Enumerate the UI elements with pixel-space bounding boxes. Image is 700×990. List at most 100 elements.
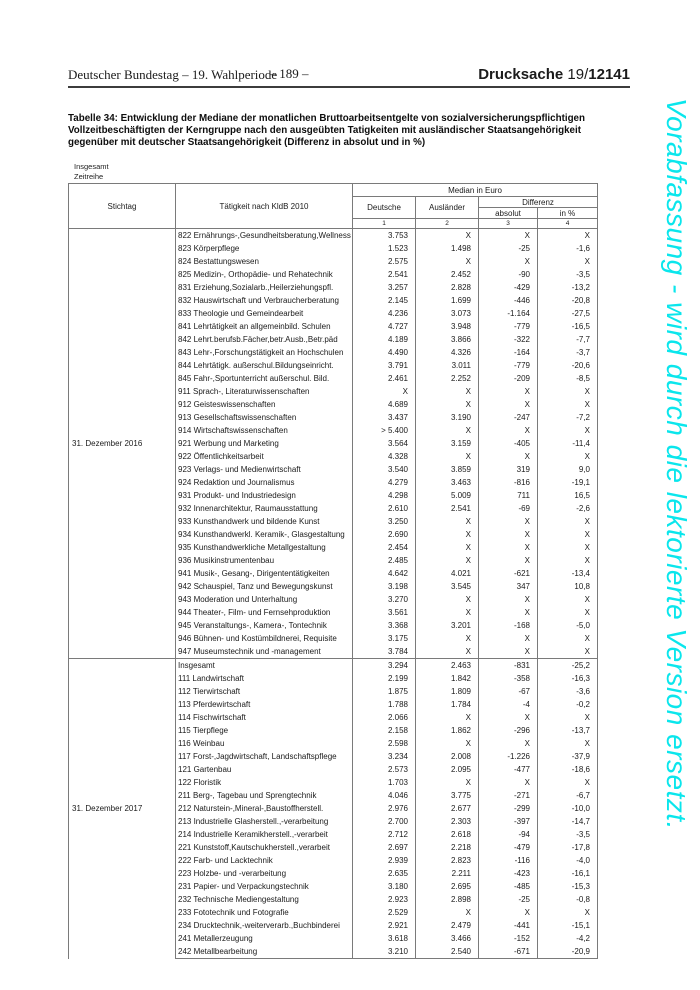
value-cell: 2.618 (415, 828, 479, 841)
value-cell: -67 (478, 685, 538, 698)
value-cell: 2.677 (415, 802, 479, 815)
value-cell: -3,5 (537, 268, 598, 281)
value-cell: -25,2 (537, 658, 598, 672)
value-cell: X (478, 424, 538, 437)
table-row: 831 Erziehung,Sozialarb.,Heilerziehungsp… (69, 281, 598, 294)
value-cell: -3,7 (537, 346, 598, 359)
taetigkeit-cell: 947 Museumstechnik und -management (175, 645, 353, 659)
taetigkeit-cell: 945 Veranstaltungs-, Kamera-, Tontechnik (175, 619, 353, 632)
table-row: 913 Gesellschaftswissenschaften 3.437 3.19… (69, 411, 598, 424)
value-cell: X (537, 737, 598, 750)
taetigkeit-cell: 822 Ernährungs-,Gesundheitsberatung,Well… (175, 228, 353, 242)
value-cell: -69 (478, 502, 538, 515)
value-cell: -209 (478, 372, 538, 385)
value-cell: -17,8 (537, 841, 598, 854)
value-cell: 3.753 (352, 228, 416, 242)
taetigkeit-cell: 844 Lehrtätigk. außerschul.Bildungseinri… (175, 359, 353, 372)
value-cell: 3.540 (352, 463, 416, 476)
value-cell: 1.875 (352, 685, 416, 698)
table-row: 211 Berg-, Tagebau und Sprengtechnik 4.04… (69, 789, 598, 802)
value-cell: -8,5 (537, 372, 598, 385)
taetigkeit-cell: 845 Fahr-,Sportunterricht außerschul. Bi… (175, 372, 353, 385)
taetigkeit-cell: Insgesamt (175, 658, 353, 672)
value-cell: -423 (478, 867, 538, 880)
value-cell: X (537, 593, 598, 606)
value-cell: 3.073 (415, 307, 479, 320)
value-cell: -671 (478, 945, 538, 959)
taetigkeit-cell: 242 Metallbearbeitung (175, 945, 353, 959)
value-cell: 2.485 (352, 554, 416, 567)
value-cell: X (415, 711, 479, 724)
table-row: 223 Holzbe- und -verarbeitung 2.635 2.211-… (69, 867, 598, 880)
value-cell: 3.294 (352, 658, 416, 672)
taetigkeit-cell: 214 Industrielle Keramikherstell.,-verar… (175, 828, 353, 841)
value-cell: -16,3 (537, 672, 598, 685)
value-cell: -25 (478, 893, 538, 906)
header-left-text: Deutscher Bundestag – 19. Wahlperiode (68, 67, 278, 82)
value-cell: 3.948 (415, 320, 479, 333)
value-cell: 2.252 (415, 372, 479, 385)
table-row: 31. Dezember 2016 822 Ernährungs-,Gesundh… (68, 228, 598, 659)
table-row: 924 Redaktion und Journalismus 4.279 3.463… (69, 476, 598, 489)
table-row: 842 Lehrt.berufsb.Fächer,betr.Ausb.,Betr… (69, 333, 598, 346)
value-cell: -299 (478, 802, 538, 815)
vorabfassung-watermark: Vorabfassung - wird durch die lektoriert… (661, 98, 692, 830)
value-cell: 2.828 (415, 281, 479, 294)
value-cell: X (537, 450, 598, 463)
value-cell: -37,9 (537, 750, 598, 763)
value-cell: 3.463 (415, 476, 479, 489)
taetigkeit-cell: 231 Papier- und Verpackungstechnik (175, 880, 353, 893)
value-cell: 1.842 (415, 672, 479, 685)
table-row: 911 Sprach-, Literaturwissenschaften X X X X (69, 385, 598, 398)
table-row: 231 Papier- und Verpackungstechnik 3.180 2… (69, 880, 598, 893)
value-cell: 319 (478, 463, 538, 476)
taetigkeit-cell: 223 Holzbe- und -verarbeitung (175, 867, 353, 880)
value-cell: -779 (478, 359, 538, 372)
value-cell: -446 (478, 294, 538, 307)
table-row: 212 Naturstein-,Mineral-,Baustoffherstel… (69, 802, 598, 815)
stichtag-cell: 31. Dezember 2017 (68, 658, 176, 959)
table-row: 943 Moderation und Unterhaltung 3.270 X X X (69, 593, 598, 606)
value-cell: 2.575 (352, 255, 416, 268)
value-cell: 3.437 (352, 411, 416, 424)
value-cell: 2.695 (415, 880, 479, 893)
table-row: 944 Theater-, Film- und Fernsehproduktio… (69, 606, 598, 619)
value-cell: 2.454 (352, 541, 416, 554)
value-cell: X (537, 228, 598, 242)
col-group-differenz: Differenz (478, 196, 598, 208)
value-cell: 3.368 (352, 619, 416, 632)
value-cell: 2.923 (352, 893, 416, 906)
value-cell: -779 (478, 320, 538, 333)
table-row: 914 Wirtschaftswissenschaften > 5.400 X X X (69, 424, 598, 437)
table-row: 113 Pferdewirtschaft 1.788 1.784 -4 -0,2 (69, 698, 598, 711)
value-cell: -18,6 (537, 763, 598, 776)
value-cell: X (415, 554, 479, 567)
taetigkeit-cell: 825 Medizin-, Orthopädie- und Rehatechni… (175, 268, 353, 281)
taetigkeit-cell: 946 Bühnen- und Kostümbildnerei, Requisi… (175, 632, 353, 645)
taetigkeit-cell: 921 Werbung und Marketing (175, 437, 353, 450)
taetigkeit-cell: 841 Lehrtätigkeit an allgemeinbild. Schu… (175, 320, 353, 333)
table-header: Stichtag Tätigkeit nach KldB 2010 Median… (68, 183, 598, 229)
page-header: Deutscher Bundestag – 19. Wahlperiode – … (68, 66, 630, 83)
value-cell: -168 (478, 619, 538, 632)
table-row: 222 Farb- und Lacktechnik 2.939 2.823 -116-… (69, 854, 598, 867)
pre-label-insgesamt: Insgesamt (74, 162, 109, 171)
value-cell: -441 (478, 919, 538, 932)
value-cell: -13,7 (537, 724, 598, 737)
value-cell: -479 (478, 841, 538, 854)
value-cell: X (537, 541, 598, 554)
table-row: 122 Floristik 1.703 X X X (69, 776, 598, 789)
value-cell: -621 (478, 567, 538, 580)
value-cell: X (478, 593, 538, 606)
value-cell: -16,5 (537, 320, 598, 333)
value-cell: 4.328 (352, 450, 416, 463)
col-number-3: 3 (478, 218, 538, 229)
table-row: 214 Industrielle Keramikherstell.,-verar… (69, 828, 598, 841)
value-cell: -477 (478, 763, 538, 776)
taetigkeit-cell: 833 Theologie und Gemeindearbeit (175, 307, 353, 320)
table-row: 121 Gartenbau 2.573 2.095 -477 -18,6 (69, 763, 598, 776)
col-number-2: 2 (415, 218, 479, 229)
value-cell: X (478, 632, 538, 645)
value-cell: X (537, 776, 598, 789)
value-cell: X (478, 228, 538, 242)
